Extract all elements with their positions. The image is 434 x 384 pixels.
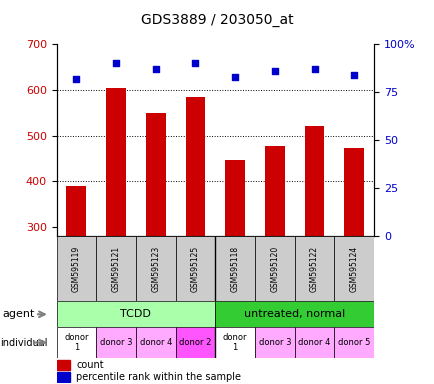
FancyBboxPatch shape: [254, 236, 294, 301]
Text: GSM595118: GSM595118: [230, 246, 239, 292]
FancyBboxPatch shape: [334, 327, 373, 358]
Bar: [56, 372, 69, 382]
Point: [271, 68, 278, 74]
Point: [112, 60, 119, 66]
Text: TCDD: TCDD: [120, 309, 151, 319]
Text: donor 5: donor 5: [337, 338, 370, 347]
Text: GSM595124: GSM595124: [349, 246, 358, 292]
FancyBboxPatch shape: [294, 327, 334, 358]
Bar: [145, 113, 165, 236]
Point: [73, 76, 80, 82]
FancyBboxPatch shape: [215, 301, 373, 327]
FancyBboxPatch shape: [294, 236, 334, 301]
Text: donor
1: donor 1: [64, 333, 89, 352]
Point: [310, 66, 317, 72]
Text: percentile rank within the sample: percentile rank within the sample: [76, 372, 240, 382]
FancyBboxPatch shape: [136, 327, 175, 358]
Point: [191, 60, 198, 66]
Text: donor 4: donor 4: [139, 338, 171, 347]
Bar: [304, 126, 324, 236]
Text: GSM595122: GSM595122: [309, 246, 318, 292]
FancyBboxPatch shape: [96, 327, 136, 358]
FancyBboxPatch shape: [215, 236, 254, 301]
FancyBboxPatch shape: [136, 236, 175, 301]
Text: donor 4: donor 4: [298, 338, 330, 347]
FancyBboxPatch shape: [56, 236, 96, 301]
Text: donor 3: donor 3: [258, 338, 290, 347]
Bar: [106, 88, 126, 236]
FancyBboxPatch shape: [56, 301, 215, 327]
Text: GSM595125: GSM595125: [191, 246, 200, 292]
FancyBboxPatch shape: [215, 327, 254, 358]
FancyBboxPatch shape: [334, 236, 373, 301]
FancyBboxPatch shape: [175, 236, 215, 301]
FancyBboxPatch shape: [175, 327, 215, 358]
Bar: [344, 148, 363, 236]
Bar: [56, 360, 69, 369]
Text: donor
1: donor 1: [222, 333, 247, 352]
Text: GSM595123: GSM595123: [151, 246, 160, 292]
Text: GSM595120: GSM595120: [270, 246, 279, 292]
Text: agent: agent: [3, 309, 35, 319]
FancyBboxPatch shape: [56, 327, 96, 358]
Text: GSM595121: GSM595121: [112, 246, 120, 292]
Text: individual: individual: [0, 338, 47, 348]
Point: [152, 66, 159, 72]
Text: donor 2: donor 2: [179, 338, 211, 347]
Text: untreated, normal: untreated, normal: [243, 309, 345, 319]
FancyBboxPatch shape: [96, 236, 136, 301]
Point: [231, 74, 238, 80]
Bar: [185, 97, 205, 236]
Bar: [225, 160, 244, 236]
FancyBboxPatch shape: [254, 327, 294, 358]
Text: GDS3889 / 203050_at: GDS3889 / 203050_at: [141, 13, 293, 27]
Text: count: count: [76, 360, 104, 370]
Bar: [66, 186, 86, 236]
Point: [350, 72, 357, 78]
Text: GSM595119: GSM595119: [72, 246, 81, 292]
Text: donor 3: donor 3: [100, 338, 132, 347]
Bar: [264, 146, 284, 236]
